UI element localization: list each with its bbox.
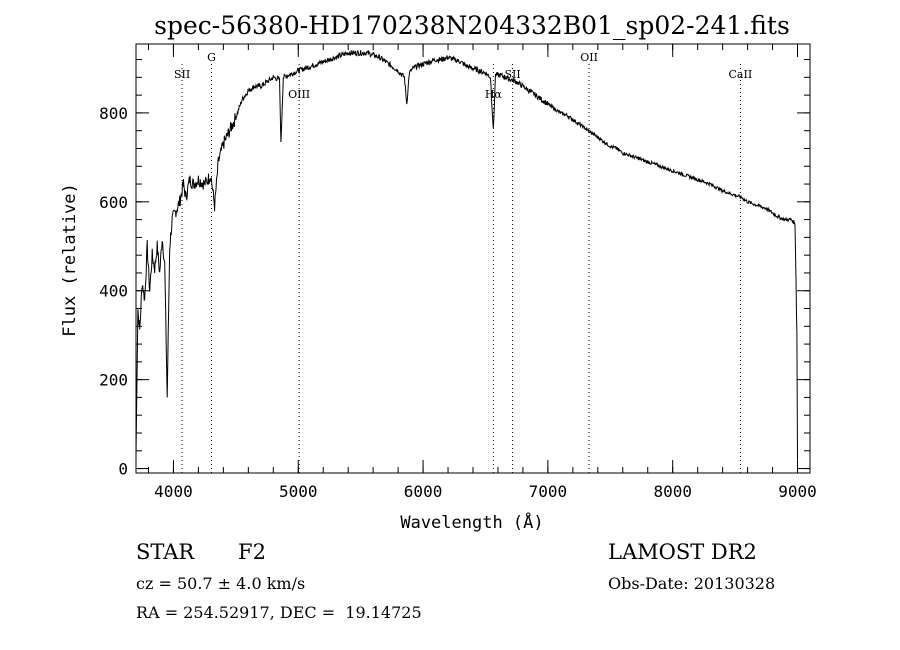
spectrum-plot: spec-56380-HD170238N204332B01_sp02-241.f…: [60, 11, 817, 533]
y-tick-label: 200: [99, 371, 128, 390]
line-marker-label: SII: [174, 68, 190, 81]
coords-label: RA = 254.52917, DEC = 19.14725: [136, 603, 422, 622]
x-axis-label: Wavelength (Å): [400, 511, 543, 533]
line-marker-label: OIII: [288, 88, 310, 101]
plot-frame: [135, 43, 811, 474]
x-tick-label: 4000: [154, 482, 193, 501]
line-marker-label: Hα: [485, 88, 503, 101]
spectral-class: F2: [238, 540, 266, 564]
line-marker-label: G: [207, 51, 216, 64]
line-marker-label: CaII: [729, 68, 753, 81]
spectrum-line: [135, 49, 798, 460]
y-tick-label: 400: [99, 282, 128, 301]
chart-title: spec-56380-HD170238N204332B01_sp02-241.f…: [154, 11, 790, 40]
tick-labels: 4000 5000 6000 7000 8000 9000 0 200 400 600 800: [99, 104, 817, 501]
velocity-label: cz = 50.7 ± 4.0 km/s: [136, 574, 306, 593]
x-tick-label: 6000: [404, 482, 443, 501]
obs-date-label: Obs-Date: 20130328: [608, 574, 776, 593]
x-tick-label: 7000: [529, 482, 568, 501]
y-tick-label: 0: [118, 460, 128, 479]
x-tick-label: 9000: [778, 482, 817, 501]
line-marker-label: OII: [580, 51, 598, 64]
y-axis-label: Flux (relative): [60, 183, 80, 337]
y-tick-label: 600: [99, 193, 128, 212]
survey-label: LAMOST DR2: [608, 540, 757, 564]
object-type: STAR: [136, 540, 195, 564]
x-tick-label: 5000: [279, 482, 318, 501]
series-layer: [135, 49, 798, 460]
y-tick-label: 800: [99, 104, 128, 123]
axis-ticks: [136, 44, 810, 473]
x-tick-label: 8000: [653, 482, 692, 501]
